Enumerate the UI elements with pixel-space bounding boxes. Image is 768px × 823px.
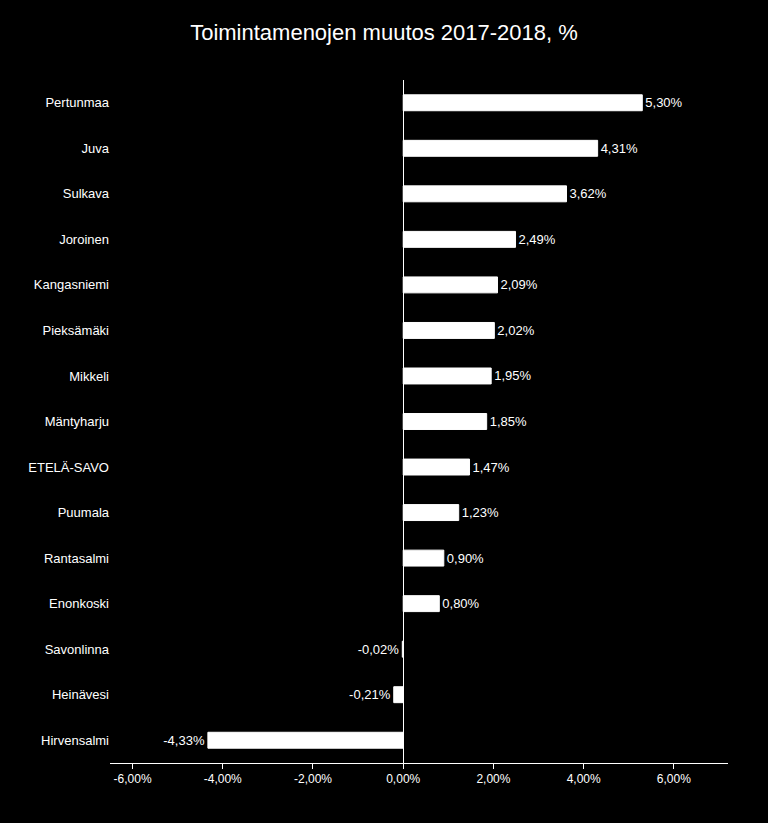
svg-text:1,47%: 1,47% xyxy=(473,460,510,475)
svg-text:Sulkava: Sulkava xyxy=(63,186,110,201)
svg-text:0,90%: 0,90% xyxy=(447,551,484,566)
svg-text:-0,02%: -0,02% xyxy=(358,642,400,657)
svg-text:2,02%: 2,02% xyxy=(497,323,534,338)
svg-text:-4,33%: -4,33% xyxy=(163,733,205,748)
svg-text:Pertunmaa: Pertunmaa xyxy=(45,95,109,110)
svg-text:-4,00%: -4,00% xyxy=(204,772,242,786)
svg-text:3,62%: 3,62% xyxy=(570,186,607,201)
svg-text:4,00%: 4,00% xyxy=(567,772,601,786)
svg-text:Kangasniemi: Kangasniemi xyxy=(34,277,109,292)
svg-text:Enonkoski: Enonkoski xyxy=(49,596,109,611)
svg-text:Mikkeli: Mikkeli xyxy=(69,369,109,384)
svg-text:Pieksämäki: Pieksämäki xyxy=(43,323,110,338)
svg-text:2,49%: 2,49% xyxy=(519,232,556,247)
svg-text:-2,00%: -2,00% xyxy=(294,772,332,786)
svg-text:Juva: Juva xyxy=(82,141,110,156)
svg-text:2,09%: 2,09% xyxy=(500,277,537,292)
svg-text:Rantasalmi: Rantasalmi xyxy=(44,551,109,566)
svg-text:1,23%: 1,23% xyxy=(462,505,499,520)
svg-text:1,95%: 1,95% xyxy=(494,368,531,383)
svg-text:6,00%: 6,00% xyxy=(657,772,691,786)
svg-text:0,00%: 0,00% xyxy=(386,772,420,786)
svg-text:Joroinen: Joroinen xyxy=(59,232,109,247)
svg-text:-0,21%: -0,21% xyxy=(349,687,391,702)
svg-text:0,80%: 0,80% xyxy=(442,596,479,611)
svg-text:Hirvensalmi: Hirvensalmi xyxy=(41,733,109,748)
svg-text:Savonlinna: Savonlinna xyxy=(45,642,110,657)
svg-text:ETELÄ-SAVO: ETELÄ-SAVO xyxy=(28,460,109,475)
svg-text:4,31%: 4,31% xyxy=(601,141,638,156)
svg-text:2,00%: 2,00% xyxy=(476,772,510,786)
svg-text:5,30%: 5,30% xyxy=(645,95,682,110)
svg-text:Toimintamenojen muutos 2017-20: Toimintamenojen muutos 2017-2018, % xyxy=(190,20,578,45)
svg-text:Heinävesi: Heinävesi xyxy=(52,687,109,702)
svg-text:-6,00%: -6,00% xyxy=(114,772,152,786)
svg-text:1,85%: 1,85% xyxy=(490,414,527,429)
svg-text:Mäntyharju: Mäntyharju xyxy=(45,414,109,429)
svg-text:Puumala: Puumala xyxy=(58,505,110,520)
